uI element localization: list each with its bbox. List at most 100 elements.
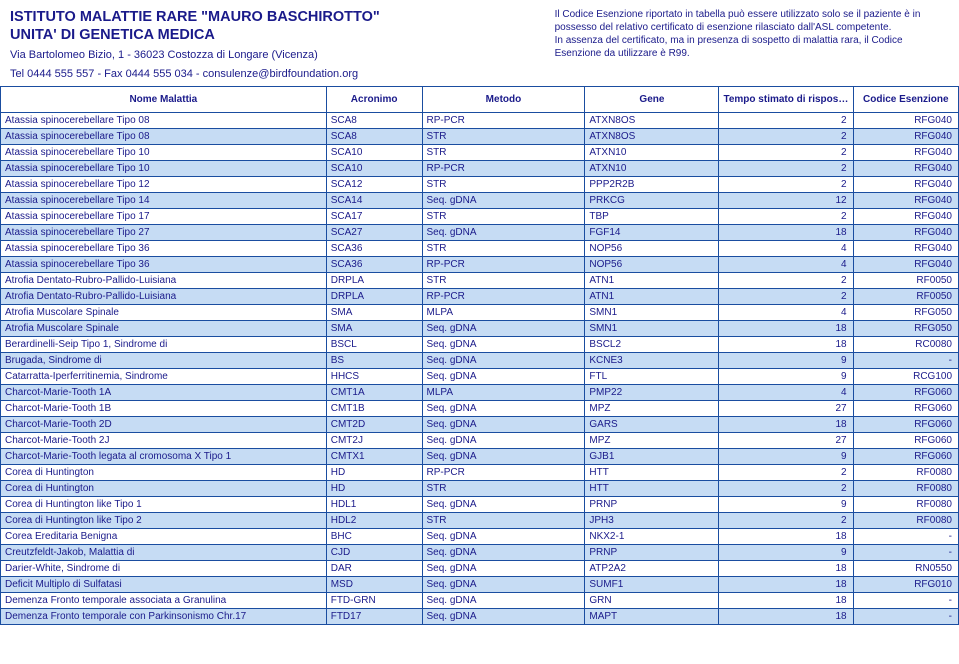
cell-tempo: 18 — [719, 576, 853, 592]
cell-gene: NOP56 — [585, 256, 719, 272]
cell-codice: RFG040 — [853, 224, 958, 240]
cell-nome: Corea di Huntington — [1, 464, 327, 480]
cell-gene: ATXN10 — [585, 144, 719, 160]
cell-gene: HTT — [585, 464, 719, 480]
cell-tempo: 2 — [719, 128, 853, 144]
cell-gene: NKX2-1 — [585, 528, 719, 544]
cell-gene: BSCL2 — [585, 336, 719, 352]
cell-metodo: Seq. gDNA — [422, 368, 585, 384]
table-row: Atassia spinocerebellare Tipo 10SCA10STR… — [1, 144, 959, 160]
cell-gene: ATXN8OS — [585, 128, 719, 144]
cell-gene: PRNP — [585, 496, 719, 512]
table-row: Atrofia Dentato-Rubro-Pallido-LuisianaDR… — [1, 272, 959, 288]
cell-nome: Darier-White, Sindrome di — [1, 560, 327, 576]
table-row: Charcot-Marie-Tooth 2JCMT2JSeq. gDNAMPZ2… — [1, 432, 959, 448]
cell-metodo: Seq. gDNA — [422, 528, 585, 544]
cell-tempo: 18 — [719, 528, 853, 544]
table-row: Catarratta-Iperferritinemia, SindromeHHC… — [1, 368, 959, 384]
cell-metodo: Seq. gDNA — [422, 576, 585, 592]
cell-gene: KCNE3 — [585, 352, 719, 368]
cell-nome: Charcot-Marie-Tooth 1B — [1, 400, 327, 416]
cell-gene: MAPT — [585, 608, 719, 624]
cell-acronimo: HDL1 — [326, 496, 422, 512]
cell-metodo: Seq. gDNA — [422, 432, 585, 448]
cell-tempo: 2 — [719, 144, 853, 160]
cell-metodo: STR — [422, 144, 585, 160]
cell-acronimo: HDL2 — [326, 512, 422, 528]
cell-tempo: 2 — [719, 288, 853, 304]
cell-nome: Charcot-Marie-Tooth 2D — [1, 416, 327, 432]
cell-gene: PRKCG — [585, 192, 719, 208]
cell-acronimo: SCA14 — [326, 192, 422, 208]
cell-codice: RFG060 — [853, 416, 958, 432]
cell-nome: Atassia spinocerebellare Tipo 36 — [1, 240, 327, 256]
table-row: Atassia spinocerebellare Tipo 36SCA36RP-… — [1, 256, 959, 272]
org-address-line2: Tel 0444 555 557 - Fax 0444 555 034 - co… — [10, 67, 498, 82]
cell-codice: RFG040 — [853, 144, 958, 160]
table-row: Corea Ereditaria BenignaBHCSeq. gDNANKX2… — [1, 528, 959, 544]
cell-acronimo: DAR — [326, 560, 422, 576]
cell-nome: Atassia spinocerebellare Tipo 08 — [1, 112, 327, 128]
page-header: ISTITUTO MALATTIE RARE "MAURO BASCHIROTT… — [0, 0, 959, 86]
cell-acronimo: CJD — [326, 544, 422, 560]
cell-gene: SMN1 — [585, 320, 719, 336]
cell-metodo: Seq. gDNA — [422, 336, 585, 352]
cell-acronimo: DRPLA — [326, 272, 422, 288]
cell-acronimo: SMA — [326, 320, 422, 336]
cell-tempo: 2 — [719, 480, 853, 496]
table-row: Corea di HuntingtonHDRP-PCRHTT2RF0080 — [1, 464, 959, 480]
cell-tempo: 18 — [719, 320, 853, 336]
cell-codice: RF0050 — [853, 288, 958, 304]
cell-codice: RF0080 — [853, 464, 958, 480]
cell-codice: RN0550 — [853, 560, 958, 576]
cell-metodo: RP-PCR — [422, 288, 585, 304]
cell-nome: Atrofia Dentato-Rubro-Pallido-Luisiana — [1, 272, 327, 288]
cell-codice: RFG040 — [853, 256, 958, 272]
cell-acronimo: FTD-GRN — [326, 592, 422, 608]
cell-acronimo: SCA10 — [326, 160, 422, 176]
table-row: Demenza Fronto temporale con Parkinsonis… — [1, 608, 959, 624]
cell-nome: Charcot-Marie-Tooth 2J — [1, 432, 327, 448]
cell-acronimo: SCA12 — [326, 176, 422, 192]
cell-gene: MPZ — [585, 432, 719, 448]
table-row: Brugada, Sindrome diBSSeq. gDNAKCNE39- — [1, 352, 959, 368]
cell-nome: Corea di Huntington like Tipo 2 — [1, 512, 327, 528]
cell-nome: Berardinelli-Seip Tipo 1, Sindrome di — [1, 336, 327, 352]
cell-nome: Atassia spinocerebellare Tipo 08 — [1, 128, 327, 144]
table-row: Atassia spinocerebellare Tipo 36SCA36STR… — [1, 240, 959, 256]
cell-acronimo: HHCS — [326, 368, 422, 384]
cell-metodo: MLPA — [422, 384, 585, 400]
org-address-line1: Via Bartolomeo Bizio, 1 - 36023 Costozza… — [10, 48, 498, 63]
cell-nome: Demenza Fronto temporale associata a Gra… — [1, 592, 327, 608]
table-row: Charcot-Marie-Tooth 1ACMT1AMLPAPMP224RFG… — [1, 384, 959, 400]
cell-metodo: Seq. gDNA — [422, 544, 585, 560]
cell-metodo: Seq. gDNA — [422, 192, 585, 208]
cell-gene: ATN1 — [585, 272, 719, 288]
cell-codice: RFG060 — [853, 400, 958, 416]
table-row: Corea di Huntington like Tipo 1HDL1Seq. … — [1, 496, 959, 512]
cell-codice: RFG060 — [853, 432, 958, 448]
cell-nome: Atrofia Muscolare Spinale — [1, 320, 327, 336]
cell-codice: RFG040 — [853, 128, 958, 144]
cell-codice: - — [853, 608, 958, 624]
cell-nome: Atrofia Muscolare Spinale — [1, 304, 327, 320]
cell-gene: ATP2A2 — [585, 560, 719, 576]
table-row: Charcot-Marie-Tooth 2DCMT2DSeq. gDNAGARS… — [1, 416, 959, 432]
cell-acronimo: FTD17 — [326, 608, 422, 624]
cell-gene: PMP22 — [585, 384, 719, 400]
table-row: Atrofia Muscolare SpinaleSMAMLPASMN14RFG… — [1, 304, 959, 320]
cell-nome: Deficit Multiplo di Sulfatasi — [1, 576, 327, 592]
cell-tempo: 9 — [719, 352, 853, 368]
cell-codice: RFG060 — [853, 384, 958, 400]
cell-codice: RF0080 — [853, 512, 958, 528]
cell-tempo: 18 — [719, 560, 853, 576]
cell-acronimo: SCA17 — [326, 208, 422, 224]
org-block: ISTITUTO MALATTIE RARE "MAURO BASCHIROTT… — [10, 8, 498, 82]
cell-nome: Atassia spinocerebellare Tipo 10 — [1, 144, 327, 160]
cell-metodo: Seq. gDNA — [422, 320, 585, 336]
cell-codice: RC0080 — [853, 336, 958, 352]
org-name-line1: ISTITUTO MALATTIE RARE "MAURO BASCHIROTT… — [10, 8, 498, 26]
table-row: Atassia spinocerebellare Tipo 12SCA12STR… — [1, 176, 959, 192]
cell-nome: Charcot-Marie-Tooth 1A — [1, 384, 327, 400]
cell-acronimo: HD — [326, 480, 422, 496]
